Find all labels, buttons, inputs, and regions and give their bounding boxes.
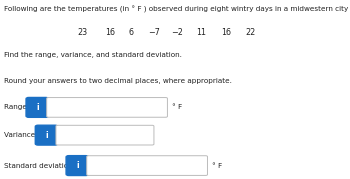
Text: i: i: [36, 103, 38, 112]
Text: Round your answers to two decimal places, where appropriate.: Round your answers to two decimal places…: [4, 78, 231, 84]
Text: Standard deviation =: Standard deviation =: [4, 163, 83, 169]
Text: Range =: Range =: [4, 104, 37, 110]
FancyBboxPatch shape: [47, 98, 167, 117]
Text: ° F: ° F: [172, 104, 182, 110]
FancyBboxPatch shape: [35, 125, 58, 145]
Text: −7: −7: [148, 28, 160, 37]
Text: 22: 22: [245, 28, 255, 37]
Text: 6: 6: [129, 28, 134, 37]
Text: 16: 16: [105, 28, 115, 37]
FancyBboxPatch shape: [66, 156, 89, 175]
FancyBboxPatch shape: [56, 125, 154, 145]
Text: −2: −2: [171, 28, 183, 37]
Text: i: i: [45, 131, 48, 140]
Text: ° F: ° F: [212, 163, 222, 169]
Text: 11: 11: [196, 28, 206, 37]
Text: Following are the temperatures (in ° F ) observed during eight wintry days in a : Following are the temperatures (in ° F )…: [4, 5, 350, 13]
Text: 16: 16: [221, 28, 231, 37]
Text: Find the range, variance, and standard deviation.: Find the range, variance, and standard d…: [4, 52, 181, 58]
Text: Variance =: Variance =: [4, 132, 46, 138]
FancyBboxPatch shape: [26, 97, 48, 117]
FancyBboxPatch shape: [87, 156, 208, 175]
Text: i: i: [76, 161, 79, 170]
Text: 23: 23: [77, 28, 87, 37]
